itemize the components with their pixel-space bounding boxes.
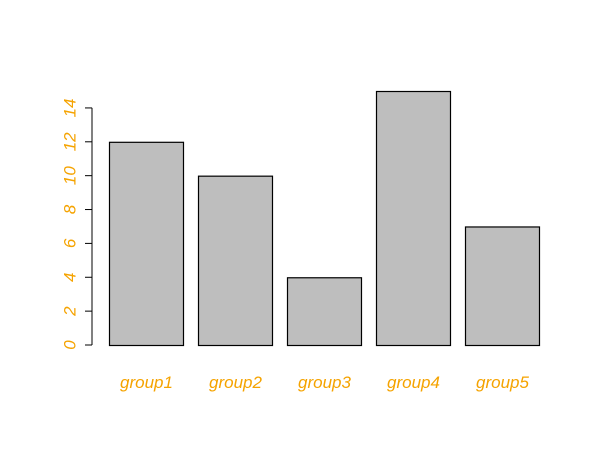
- bar-group4: [375, 90, 452, 347]
- y-tick-label: 4: [61, 273, 80, 282]
- x-category-label: group5: [476, 373, 529, 392]
- bar-group5: [464, 226, 541, 347]
- y-tick-label: 2: [61, 306, 80, 317]
- y-tick-label: 0: [61, 340, 80, 350]
- y-tick-label: 6: [61, 238, 80, 248]
- y-axis: 0 2 4 6 8 10 12 14: [61, 98, 93, 350]
- x-axis-labels: group1 group2 group3 group4 group5: [120, 373, 529, 392]
- bar-group1: [108, 141, 185, 347]
- x-category-label: group2: [209, 373, 262, 392]
- y-tick-label: 10: [61, 166, 80, 185]
- x-category-label: group4: [387, 373, 440, 392]
- y-tick-label: 12: [61, 132, 80, 151]
- x-category-label: group3: [298, 373, 351, 392]
- bars: [108, 90, 541, 347]
- y-tick-label: 14: [61, 98, 80, 117]
- x-category-label: group1: [120, 373, 173, 392]
- bar-group3: [286, 277, 363, 347]
- bar-group2: [197, 175, 274, 347]
- y-tick-label: 8: [61, 204, 80, 214]
